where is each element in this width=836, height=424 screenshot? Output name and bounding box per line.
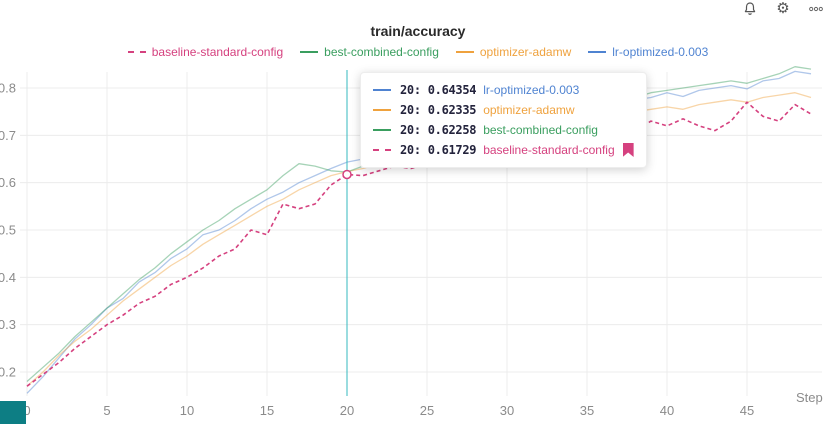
x-tick-label: 20 bbox=[340, 403, 354, 418]
x-tick-label: 30 bbox=[500, 403, 514, 418]
tooltip-step-value: 20: 0.64354 bbox=[400, 83, 477, 97]
tooltip-row: 20: 0.64354 lr-optimized-0.003 bbox=[373, 80, 634, 100]
x-tick-label: 0 bbox=[23, 403, 30, 418]
legend-line-swatch bbox=[300, 51, 319, 53]
tooltip-step-value: 20: 0.62258 bbox=[400, 123, 477, 137]
x-tick-label: 40 bbox=[660, 403, 674, 418]
tooltip-row: 20: 0.62258 best-combined-config bbox=[373, 120, 634, 140]
y-tick-label: 0.2 bbox=[0, 365, 16, 380]
legend-item-baseline-standard-config[interactable]: baseline-standard-config bbox=[127, 45, 284, 59]
legend-label: baseline-standard-config bbox=[151, 45, 284, 59]
x-tick-label: 45 bbox=[740, 403, 754, 418]
legend-item-lr-optimized-0.003[interactable]: lr-optimized-0.003 bbox=[588, 45, 708, 59]
series-line-swatch bbox=[373, 89, 391, 91]
tooltip-series-name: lr-optimized-0.003 bbox=[483, 83, 580, 97]
y-tick-label: 0.3 bbox=[0, 317, 16, 332]
series-line-swatch bbox=[373, 149, 391, 151]
tooltip-series-name: best-combined-config bbox=[483, 123, 598, 137]
x-tick-label: 25 bbox=[420, 403, 434, 418]
legend-line-swatch bbox=[588, 51, 607, 53]
tooltip-series-name: optimizer-adamw bbox=[483, 103, 575, 117]
legend-item-best-combined-config[interactable]: best-combined-config bbox=[300, 45, 439, 59]
hover-point-marker bbox=[342, 169, 352, 180]
legend-line-swatch bbox=[127, 51, 146, 53]
legend-label: lr-optimized-0.003 bbox=[612, 45, 709, 59]
legend-item-optimizer-adamw[interactable]: optimizer-adamw bbox=[455, 45, 572, 59]
legend-label: best-combined-config bbox=[324, 45, 439, 59]
tooltip-series-name: baseline-standard-config bbox=[483, 143, 615, 157]
chart-title: train/accuracy bbox=[370, 23, 466, 39]
chart-legend: baseline-standard-config best-combined-c… bbox=[0, 45, 836, 59]
legend-label: optimizer-adamw bbox=[479, 45, 572, 59]
series-line-swatch bbox=[373, 109, 391, 111]
tooltip-row: 20: 0.62335 optimizer-adamw bbox=[373, 100, 634, 120]
y-tick-label: 0.6 bbox=[0, 175, 16, 190]
chart-tooltip: 20: 0.64354 lr-optimized-0.003 20: 0.623… bbox=[360, 72, 647, 168]
x-tick-label: 15 bbox=[260, 403, 274, 418]
gear-icon[interactable]: ⚙ bbox=[776, 0, 790, 17]
x-tick-label: 5 bbox=[103, 403, 110, 418]
y-tick-label: 0.7 bbox=[0, 128, 16, 143]
x-tick-label: 35 bbox=[580, 403, 594, 418]
x-tick-label: 10 bbox=[180, 403, 194, 418]
y-tick-label: 0.5 bbox=[0, 223, 16, 238]
more-options-icon[interactable] bbox=[808, 1, 824, 17]
y-tick-label: 0.8 bbox=[0, 81, 16, 96]
sidebar-corner bbox=[0, 401, 26, 424]
y-tick-label: 0.4 bbox=[0, 270, 16, 285]
tooltip-row: 20: 0.61729 baseline-standard-config bbox=[373, 140, 634, 160]
bell-icon[interactable] bbox=[742, 1, 758, 17]
bookmark-icon[interactable] bbox=[622, 143, 634, 157]
legend-line-swatch bbox=[455, 51, 474, 53]
tooltip-step-value: 20: 0.61729 bbox=[400, 143, 477, 157]
x-axis-label: Step bbox=[796, 390, 823, 405]
series-line-swatch bbox=[373, 129, 391, 131]
tooltip-step-value: 20: 0.62335 bbox=[400, 103, 477, 117]
panel-toolbar: ⚙ bbox=[742, 1, 824, 17]
